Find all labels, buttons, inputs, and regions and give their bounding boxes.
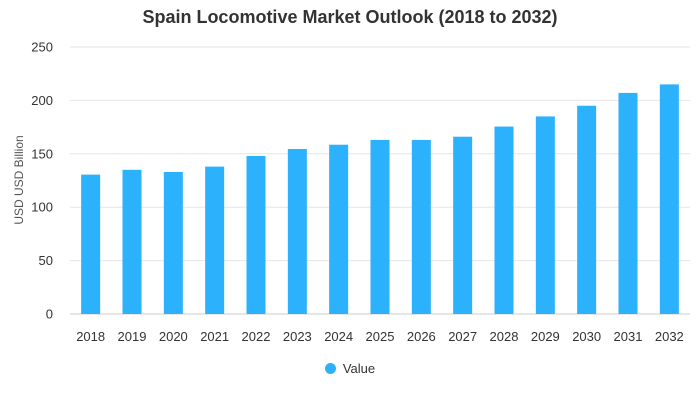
bar-2028[interactable] bbox=[494, 126, 514, 314]
x-tick-label: 2024 bbox=[324, 329, 353, 344]
x-tick-label: 2020 bbox=[159, 329, 188, 344]
x-tick-label: 2028 bbox=[490, 329, 519, 344]
x-tick-label: 2032 bbox=[655, 329, 684, 344]
bar-2025[interactable] bbox=[370, 139, 390, 314]
bar-2032[interactable] bbox=[659, 84, 679, 314]
x-tick-label: 2025 bbox=[366, 329, 395, 344]
x-tick-label: 2023 bbox=[283, 329, 312, 344]
bar-2027[interactable] bbox=[453, 136, 473, 314]
x-tick-label: 2030 bbox=[572, 329, 601, 344]
legend-swatch bbox=[324, 363, 336, 374]
bar-2020[interactable] bbox=[163, 171, 183, 314]
legend-label[interactable]: Value bbox=[342, 361, 376, 376]
x-tick-label: 2021 bbox=[200, 329, 229, 344]
y-tick-label: 250 bbox=[31, 40, 53, 55]
x-tick-label: 2018 bbox=[76, 329, 105, 344]
x-tick-label: 2029 bbox=[531, 329, 560, 344]
y-axis-ticks: 0 50 100 150 200 250 bbox=[31, 40, 53, 322]
bar-2031[interactable] bbox=[618, 92, 638, 314]
bar-2029[interactable] bbox=[535, 116, 555, 314]
bar-2024[interactable] bbox=[329, 144, 349, 314]
y-tick-label: 0 bbox=[46, 307, 53, 322]
bar-2018[interactable] bbox=[81, 174, 101, 314]
x-tick-label: 2027 bbox=[448, 329, 477, 344]
bars bbox=[81, 84, 679, 315]
y-tick-label: 100 bbox=[31, 200, 53, 215]
legend: Value bbox=[0, 361, 700, 376]
x-tick-label: 2031 bbox=[614, 329, 643, 344]
y-tick-label: 50 bbox=[39, 253, 53, 268]
y-tick-label: 200 bbox=[31, 93, 53, 108]
y-tick-label: 150 bbox=[31, 146, 53, 161]
chart-title: Spain Locomotive Market Outlook (2018 to… bbox=[142, 7, 558, 27]
bar-2019[interactable] bbox=[122, 169, 142, 314]
x-axis-ticks: 2018 2019 2020 2021 2022 2023 2024 2025 2026 2027… bbox=[76, 329, 684, 344]
y-axis-label: USD USD Billion bbox=[12, 135, 26, 224]
bar-2021[interactable] bbox=[205, 166, 225, 314]
bar-2023[interactable] bbox=[287, 148, 307, 314]
bar-2026[interactable] bbox=[411, 139, 431, 314]
x-tick-label: 2026 bbox=[407, 329, 436, 344]
bar-2022[interactable] bbox=[246, 155, 266, 314]
x-tick-label: 2019 bbox=[118, 329, 147, 344]
x-tick-label: 2022 bbox=[242, 329, 271, 344]
bar-2030[interactable] bbox=[577, 105, 597, 315]
